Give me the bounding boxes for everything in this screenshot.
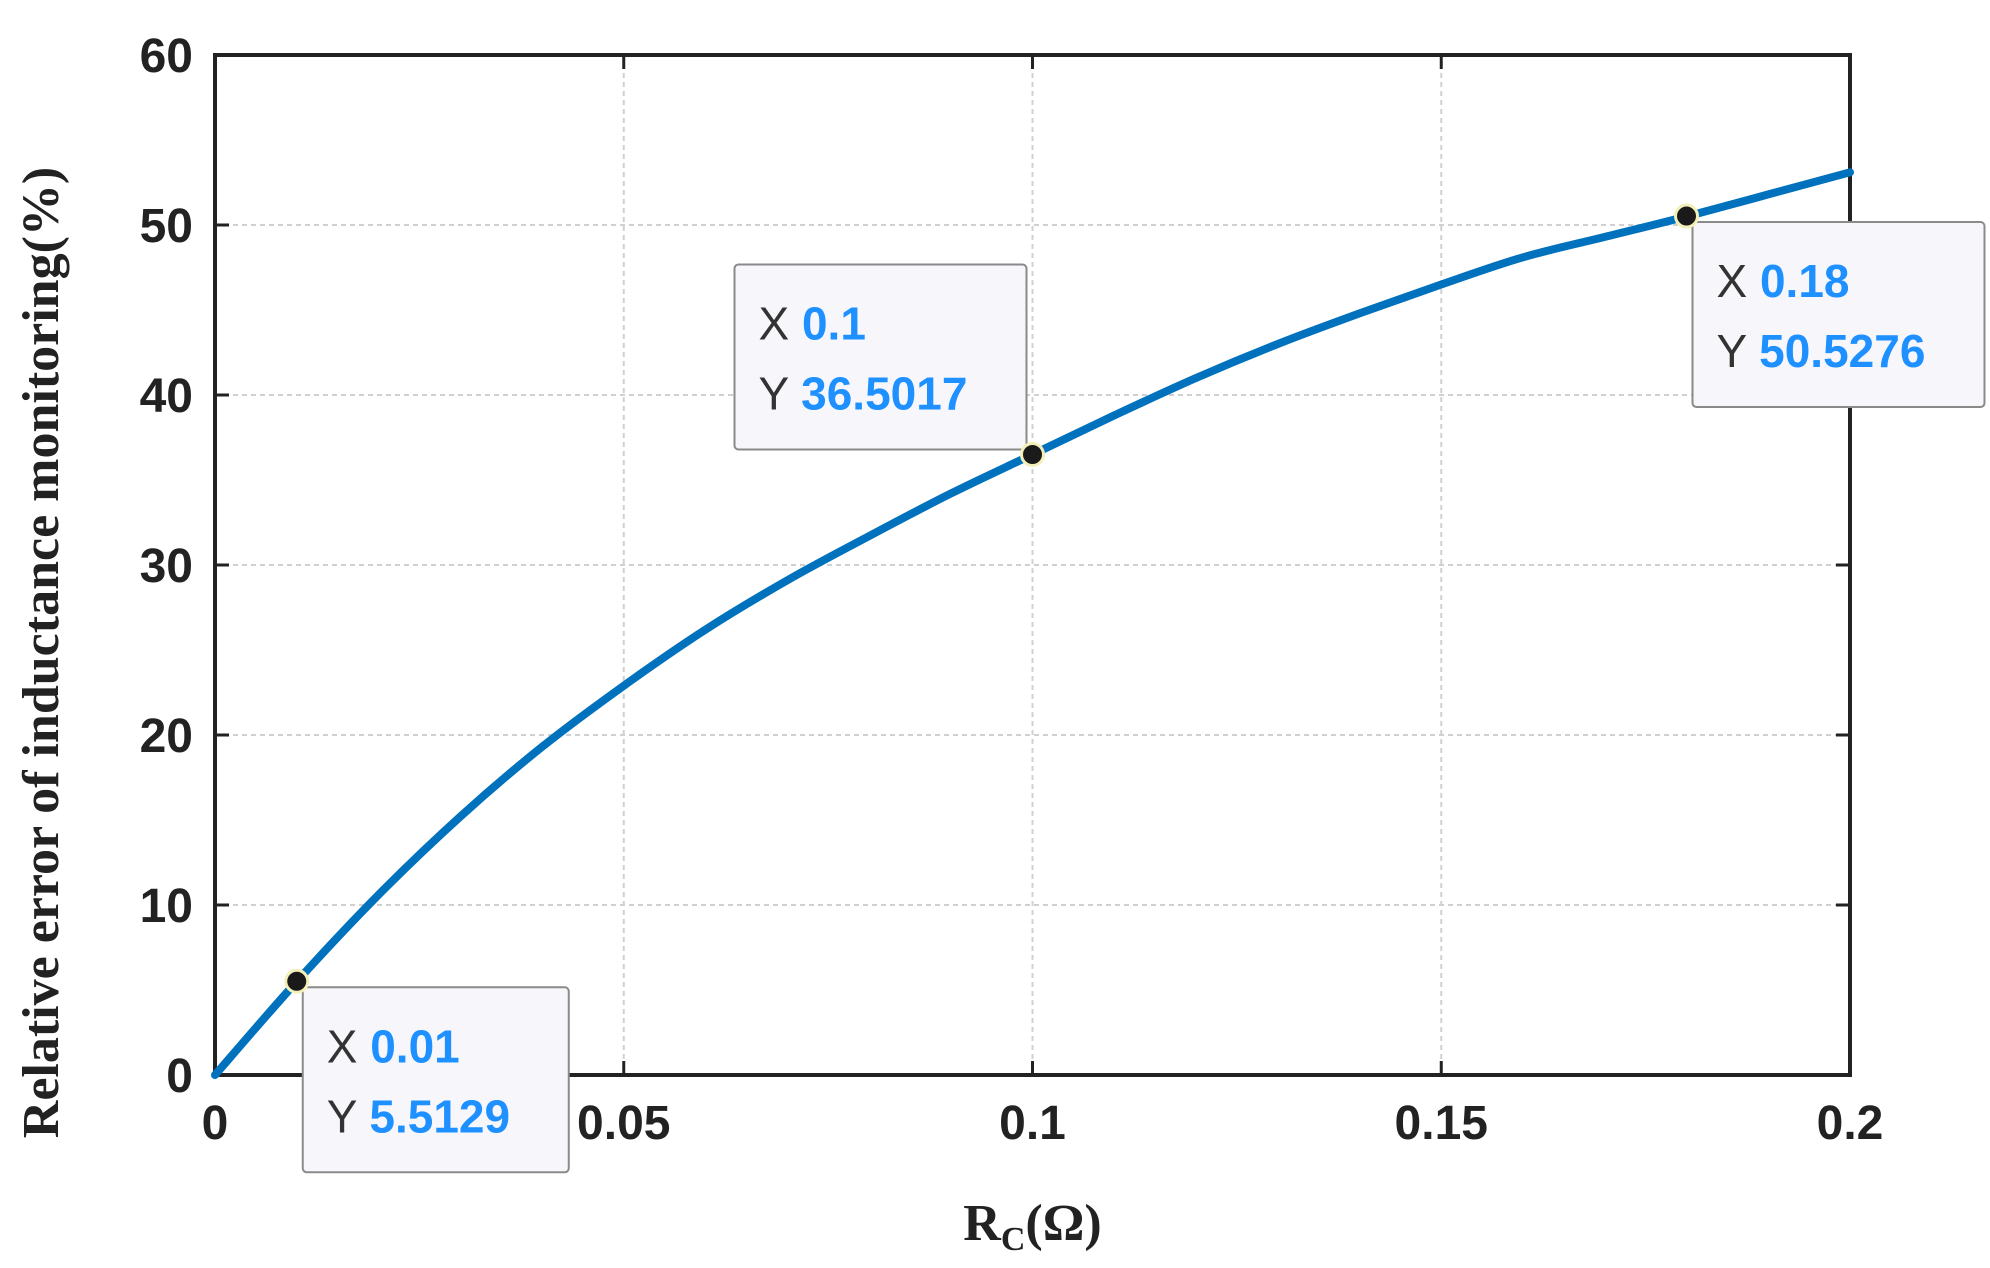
datatip-x-value: 0.1 xyxy=(802,297,866,349)
x-tick-label: 0.15 xyxy=(1395,1097,1488,1150)
y-axis-title: Relative error of inductance monitoring(… xyxy=(13,167,70,1138)
datatip-box xyxy=(733,263,1028,451)
datatip-y-key: Y xyxy=(1717,325,1760,377)
datatip[interactable]: X 0.1Y 36.5017 xyxy=(733,263,1045,467)
datatip-y-value: 36.5017 xyxy=(801,367,967,419)
axis-ticks: 0 0.05 0.1 0.15 0.2 0 10 20 30 40 50 60 xyxy=(140,30,1884,1150)
x-tick-label: 0.05 xyxy=(577,1097,670,1150)
x-tick-label: 0.1 xyxy=(999,1097,1066,1150)
x-tick-label: 0.2 xyxy=(1817,1097,1884,1150)
y-tick-label: 50 xyxy=(140,200,193,253)
datatip-x-row: X 0.1 xyxy=(759,297,866,349)
datatip-marker[interactable] xyxy=(284,968,310,994)
datatip-x-value: 0.18 xyxy=(1760,255,1850,307)
datatip-y-row: Y 5.5129 xyxy=(327,1090,510,1142)
series-line xyxy=(211,168,1854,1079)
datatip-y-key: Y xyxy=(327,1090,370,1142)
series-layer xyxy=(211,168,1854,1079)
datatip-y-value: 50.5276 xyxy=(1759,325,1925,377)
datatip-box xyxy=(1691,221,1986,409)
x-tick-label: 0 xyxy=(202,1097,229,1150)
datatip[interactable]: X 0.01Y 5.5129 xyxy=(284,968,570,1174)
datatip-y-row: Y 50.5276 xyxy=(1717,325,1926,377)
y-tick-label: 10 xyxy=(140,880,193,933)
datatip-marker[interactable] xyxy=(1674,203,1699,229)
datatip-y-key: Y xyxy=(759,367,802,419)
x-axis-title-subscript: C xyxy=(1001,1221,1026,1258)
y-tick-label: 20 xyxy=(140,710,193,763)
datatip-x-row: X 0.18 xyxy=(1717,255,1850,307)
datatip[interactable]: X 0.18Y 50.5276 xyxy=(1674,203,1986,409)
y-tick-label: 60 xyxy=(140,30,193,83)
grid xyxy=(215,55,1850,1075)
datatip-y-row: Y 36.5017 xyxy=(759,367,968,419)
datatip-x-row: X 0.01 xyxy=(327,1020,460,1072)
datatip-x-key: X xyxy=(1717,255,1760,307)
datatip-y-value: 5.5129 xyxy=(369,1090,510,1142)
y-tick-label: 30 xyxy=(140,540,193,593)
y-tick-label: 0 xyxy=(166,1050,193,1103)
datatip-x-key: X xyxy=(759,297,802,349)
datatip-x-key: X xyxy=(327,1020,370,1072)
datatip-x-value: 0.01 xyxy=(370,1020,460,1072)
x-axis-title-tail: (Ω) xyxy=(1025,1195,1101,1252)
x-axis-title-main: R xyxy=(963,1195,1002,1252)
y-tick-label: 40 xyxy=(140,370,193,423)
datatip-marker[interactable] xyxy=(1020,441,1045,467)
datatip-box xyxy=(301,986,570,1174)
x-axis-title: RC(Ω) xyxy=(963,1195,1101,1258)
